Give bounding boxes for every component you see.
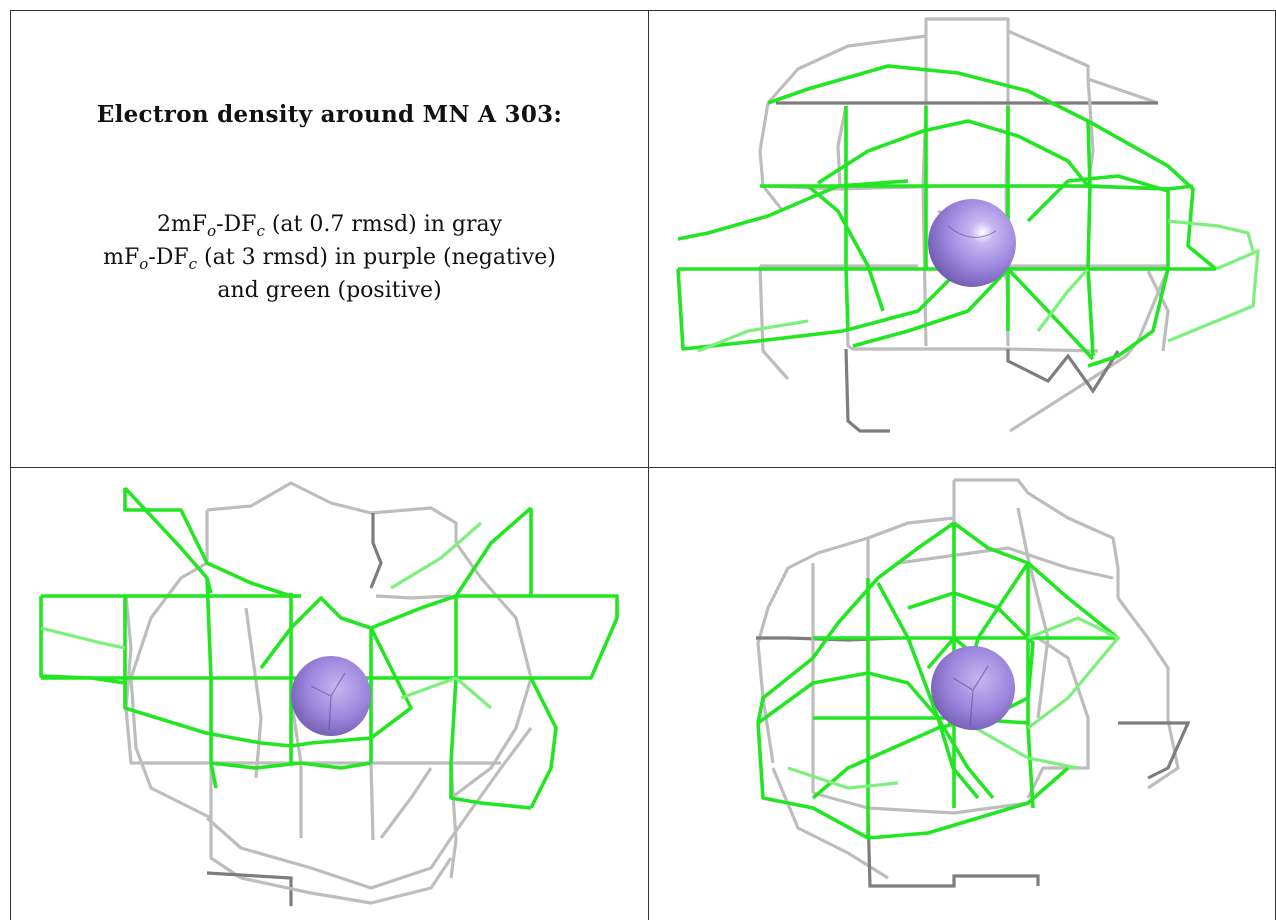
legend-line-2fofc: 2mFo-DFc (at 0.7 rmsd) in gray [156, 212, 503, 240]
mesh-svg-1 [676, 17, 1260, 433]
sphere-icon [931, 646, 1015, 730]
density-view-2 [10, 467, 649, 920]
sphere-icon [928, 199, 1016, 287]
legend-text: 2mFo-DFc (at 0.7 rmsd) in gray mFo-DFc (… [11, 208, 648, 307]
mesh-svg-2 [39, 481, 619, 906]
green-mesh [39, 486, 619, 810]
green-mesh [676, 64, 1260, 368]
mesh-svg-3 [756, 478, 1191, 888]
legend-line-fofc: mFo-DFc (at 3 rmsd) in purple (negative) [103, 245, 556, 273]
figure-title: Electron density around MN A 303: [96, 101, 563, 128]
density-view-3 [648, 467, 1276, 920]
legend-line-positive: and green (positive) [217, 278, 442, 303]
caption-panel: Electron density around MN A 303: 2mFo-D… [10, 10, 649, 468]
density-view-1 [648, 10, 1276, 468]
